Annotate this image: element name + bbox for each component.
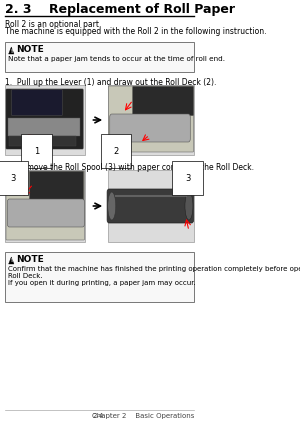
Text: NOTE: NOTE (16, 255, 44, 264)
Text: 1: 1 (34, 147, 39, 156)
FancyBboxPatch shape (12, 90, 62, 116)
Text: 1.  Pull up the Lever (1) and draw out the Roll Deck (2).: 1. Pull up the Lever (1) and draw out th… (5, 78, 217, 87)
Polygon shape (9, 47, 14, 54)
FancyBboxPatch shape (107, 189, 194, 223)
Text: !: ! (10, 258, 12, 264)
Ellipse shape (108, 192, 116, 220)
FancyBboxPatch shape (108, 86, 194, 152)
FancyBboxPatch shape (5, 85, 85, 155)
Text: Roll 2 is an optional part.: Roll 2 is an optional part. (5, 20, 102, 29)
FancyBboxPatch shape (8, 118, 80, 136)
FancyBboxPatch shape (7, 199, 85, 227)
FancyBboxPatch shape (133, 87, 193, 116)
FancyBboxPatch shape (6, 89, 83, 149)
Text: 2: 2 (113, 147, 118, 156)
Text: 3: 3 (185, 173, 190, 182)
FancyBboxPatch shape (30, 172, 83, 201)
Ellipse shape (185, 192, 193, 220)
FancyBboxPatch shape (9, 136, 76, 146)
Polygon shape (9, 257, 14, 264)
Text: NOTE: NOTE (16, 45, 44, 54)
Text: The machine is equipped with the Roll 2 in the following instruction.: The machine is equipped with the Roll 2 … (5, 27, 267, 36)
Text: 2-4: 2-4 (93, 413, 104, 419)
Text: Note that a paper jam tends to occur at the time of roll end.: Note that a paper jam tends to occur at … (8, 56, 225, 62)
FancyBboxPatch shape (108, 85, 194, 155)
FancyBboxPatch shape (5, 252, 194, 302)
FancyBboxPatch shape (5, 170, 85, 242)
Text: 2. 3    Replacement of Roll Paper: 2. 3 Replacement of Roll Paper (5, 3, 235, 16)
FancyBboxPatch shape (5, 42, 194, 72)
Text: 3: 3 (11, 173, 16, 182)
Text: Chapter 2    Basic Operations: Chapter 2 Basic Operations (92, 413, 194, 419)
Text: 2.  Remove the Roll Spool (3) with paper core from the Roll Deck.: 2. Remove the Roll Spool (3) with paper … (5, 163, 254, 172)
FancyBboxPatch shape (6, 171, 85, 240)
Text: !: ! (10, 48, 12, 54)
FancyBboxPatch shape (108, 170, 194, 242)
FancyBboxPatch shape (110, 114, 190, 142)
Text: Confirm that the machine has finished the printing operation completely before o: Confirm that the machine has finished th… (8, 266, 300, 286)
